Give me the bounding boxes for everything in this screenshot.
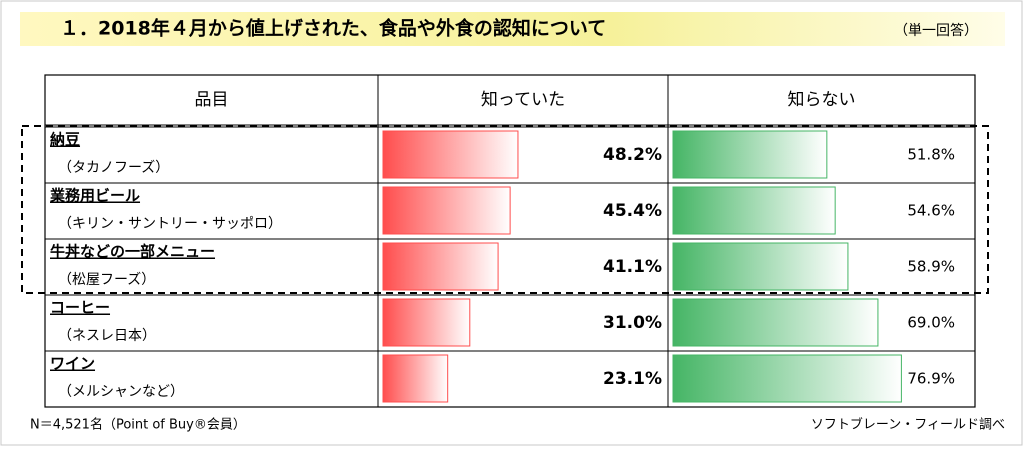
chart-subtitle: （単一回答） [894, 22, 978, 39]
value-label: 69.0% [907, 314, 955, 332]
bar [672, 354, 902, 403]
bar [672, 186, 836, 235]
bar [382, 130, 519, 179]
value-label: 48.2% [603, 145, 662, 165]
chart-title: １．2018年４月から値上げされた、食品や外食の認知について [60, 17, 606, 40]
value-label: 31.0% [603, 313, 662, 333]
category-note: （キリン・サントリー・サッポロ） [58, 216, 282, 232]
bar [382, 354, 449, 403]
bar [382, 186, 511, 235]
category-note: （松屋フーズ） [58, 272, 155, 288]
value-label: 58.9% [907, 258, 955, 276]
column-header: 知らない [788, 90, 856, 110]
value-label: 45.4% [603, 201, 662, 221]
category-note: （メルシャンなど） [58, 384, 184, 400]
column-header: 品目 [195, 90, 229, 110]
column-header: 知っていた [481, 90, 565, 110]
bar [382, 298, 471, 347]
source: ソフトブレーン・フィールド調べ [811, 417, 1005, 433]
footnote: N＝4,521名（Point of Buy®会員） [30, 417, 246, 433]
category-label: ワイン [50, 355, 95, 373]
category-note: （タカノフーズ） [58, 160, 169, 176]
category-note: （ネスレ日本） [58, 328, 156, 344]
title-banner [20, 12, 1005, 46]
highlight-box [21, 125, 989, 294]
value-label: 51.8% [907, 146, 955, 164]
value-label: 41.1% [603, 257, 662, 277]
table-border [44, 74, 976, 408]
category-label: コーヒー [50, 299, 110, 317]
bar [382, 242, 499, 291]
category-label: 業務用ビール [49, 187, 140, 205]
bar [672, 298, 879, 347]
value-label: 54.6% [907, 202, 955, 220]
category-label: 納豆 [50, 131, 80, 149]
bar [672, 242, 849, 291]
bar [672, 130, 828, 179]
category-label: 牛丼などの一部メニュー [50, 243, 215, 261]
value-label: 76.9% [907, 370, 955, 388]
value-label: 23.1% [603, 369, 662, 389]
